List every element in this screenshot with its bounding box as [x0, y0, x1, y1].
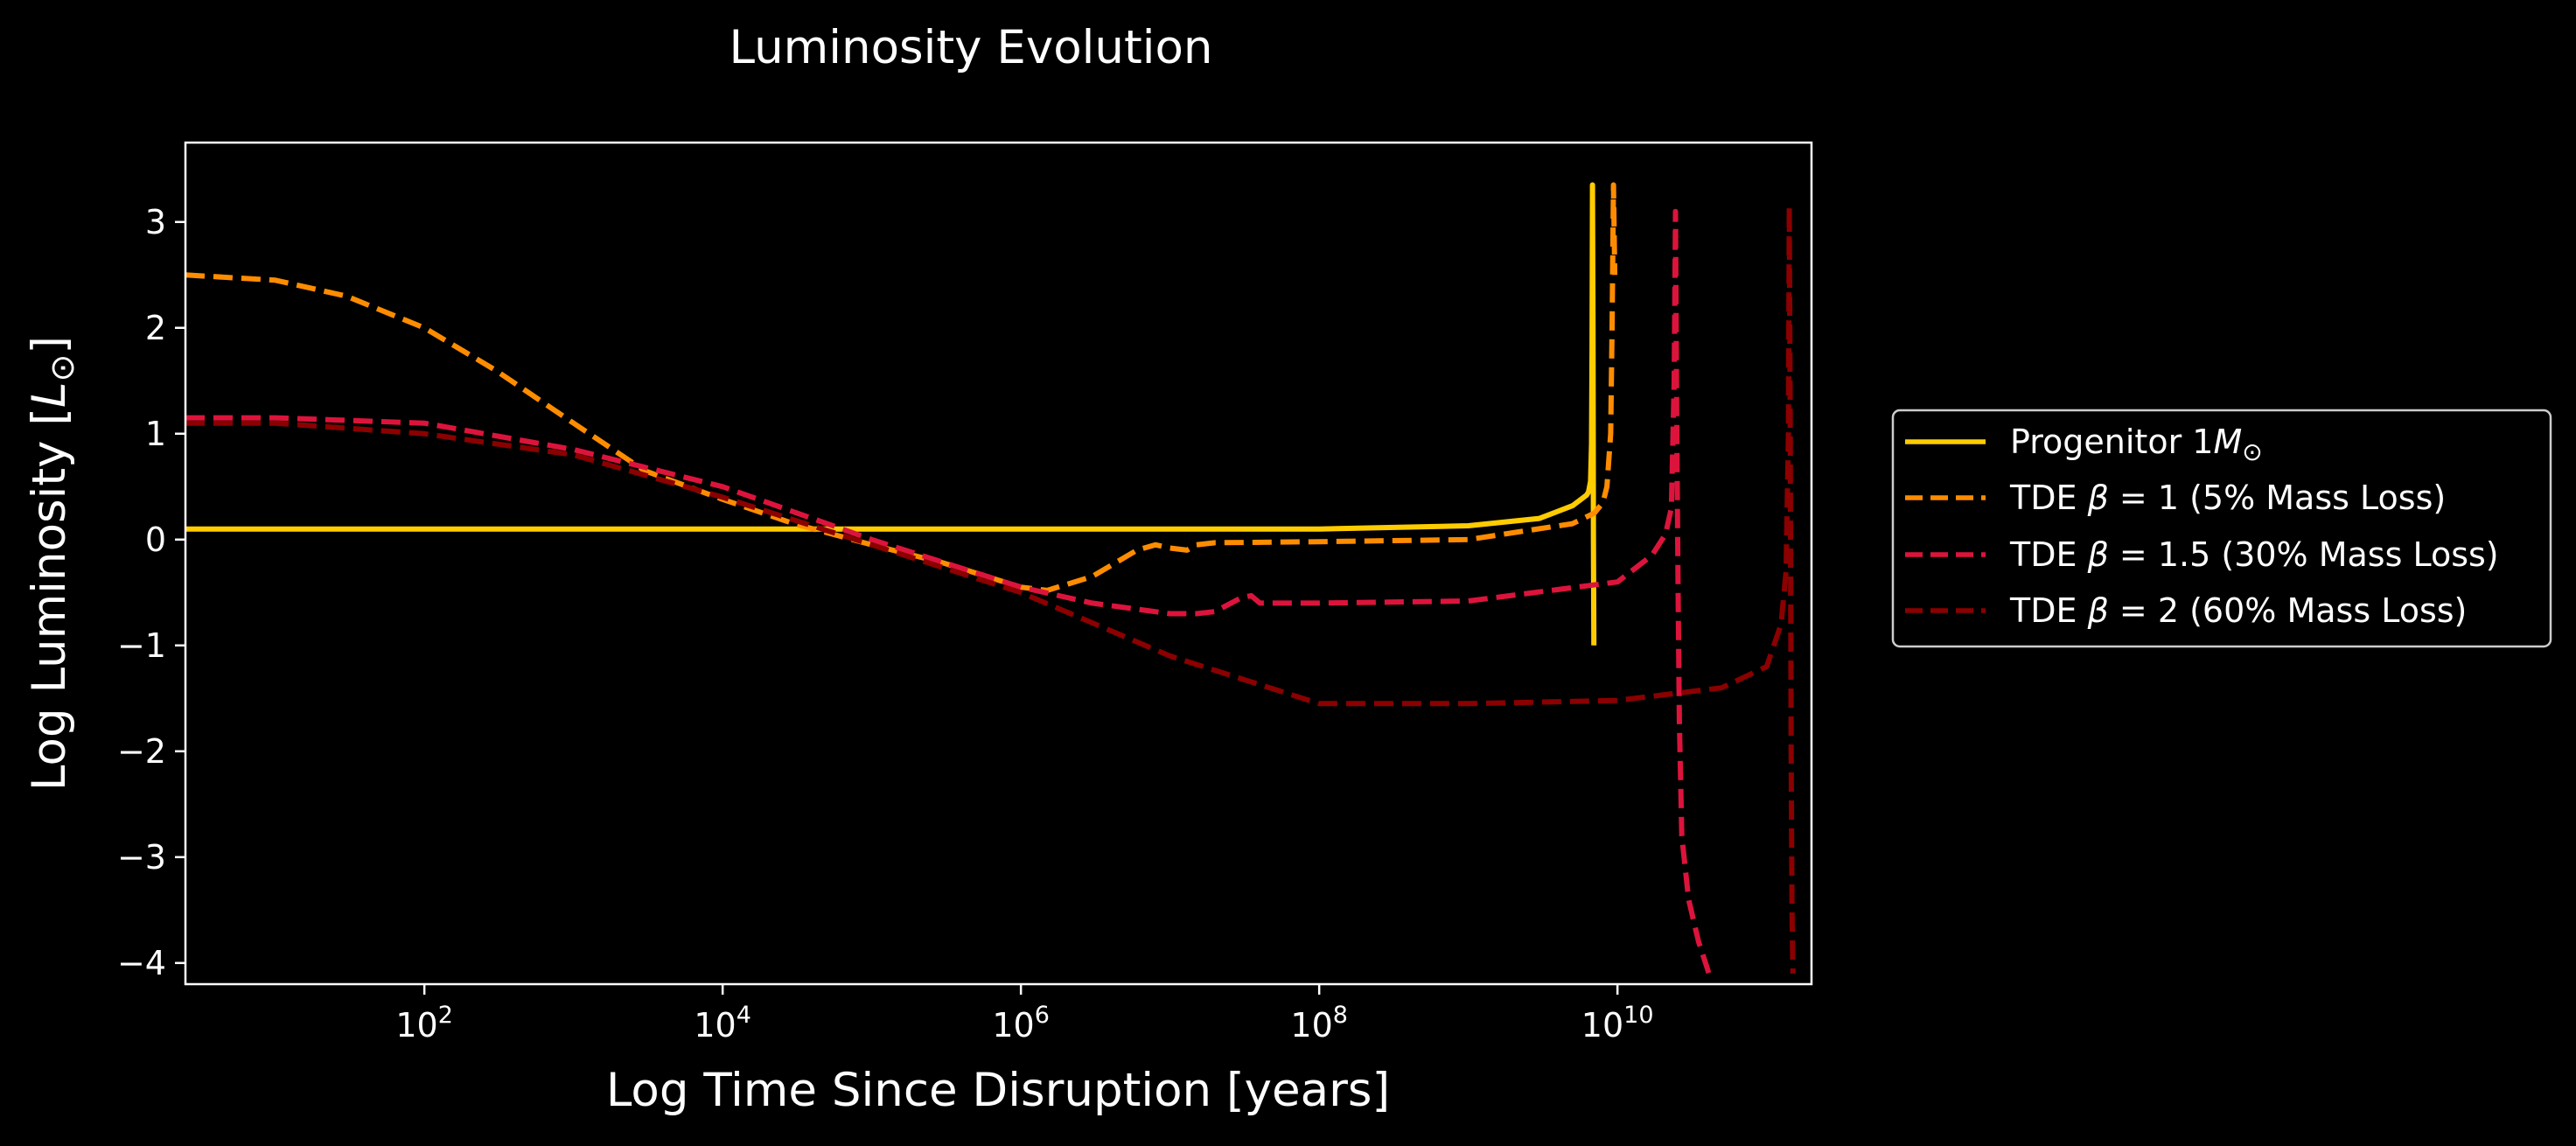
x-tick-label: 102 [395, 1002, 453, 1045]
plot-frame [184, 141, 1813, 986]
legend: Progenitor 1M⊙ TDE β = 1 (5% Mass Loss) … [1891, 409, 2552, 648]
legend-progenitor-symbol: M [2213, 423, 2242, 461]
legend-entry-beta2: TDE β = 2 (60% Mass Loss) [2009, 591, 2467, 630]
y-tick-label: −3 [117, 838, 166, 877]
y-axis-label-prefix: Log Luminosity [ [23, 408, 76, 791]
legend-frame [1891, 409, 2552, 648]
y-tick-label: 0 [145, 521, 166, 559]
y-axis-label-symbol: L [23, 381, 76, 408]
y-axis-label-subscript: ⊙ [43, 354, 81, 382]
legend-beta2-symbol: β [2087, 591, 2109, 630]
x-tick-label: 106 [992, 1002, 1050, 1045]
legend-beta15-suffix: = 1.5 (30% Mass Loss) [2109, 535, 2499, 574]
x-tick-label: 104 [694, 1002, 751, 1045]
y-tick-label: −1 [117, 626, 166, 665]
legend-beta2-suffix: = 2 (60% Mass Loss) [2109, 591, 2468, 630]
y-tick-label: 1 [145, 415, 166, 453]
y-tick-label: 2 [145, 309, 166, 347]
chart-title: Luminosity Evolution [729, 21, 1212, 74]
y-axis-label-suffix: ] [23, 336, 76, 354]
x-axis-label: Log Time Since Disruption [years] [606, 1064, 1390, 1117]
series-line-1 [185, 182, 1597, 646]
series-line-4 [185, 203, 1796, 974]
legend-beta15-symbol: β [2087, 535, 2109, 574]
y-axis-ticks: 3 2 1 0 −1 −2 −3 −4 [117, 203, 185, 982]
legend-progenitor-prefix: Progenitor 1 [2010, 423, 2213, 461]
x-tick-label: 1010 [1581, 1002, 1654, 1045]
legend-beta1-suffix: = 1 (5% Mass Loss) [2109, 479, 2446, 517]
y-tick-label: −2 [117, 732, 166, 771]
legend-entry-beta15: TDE β = 1.5 (30% Mass Loss) [2009, 535, 2499, 574]
series-line-3 [185, 208, 1714, 980]
legend-entry-beta1: TDE β = 1 (5% Mass Loss) [2009, 479, 2446, 517]
legend-beta1-prefix: TDE [2009, 479, 2088, 517]
x-axis-ticks: 102 104 106 108 1010 [395, 984, 1654, 1045]
legend-progenitor-subscript: ⊙ [2242, 437, 2262, 466]
y-tick-label: 3 [145, 203, 166, 241]
plot-series [185, 182, 1796, 980]
legend-beta15-prefix: TDE [2009, 535, 2088, 574]
legend-entry-progenitor: Progenitor 1M⊙ [2010, 423, 2263, 466]
legend-beta1-symbol: β [2087, 479, 2109, 517]
x-tick-label: 108 [1290, 1002, 1348, 1045]
y-axis-label: Log Luminosity [L⊙] [23, 336, 81, 791]
legend-beta2-prefix: TDE [2009, 591, 2088, 630]
y-tick-label: −4 [117, 944, 166, 982]
series-line-2 [185, 182, 1618, 593]
